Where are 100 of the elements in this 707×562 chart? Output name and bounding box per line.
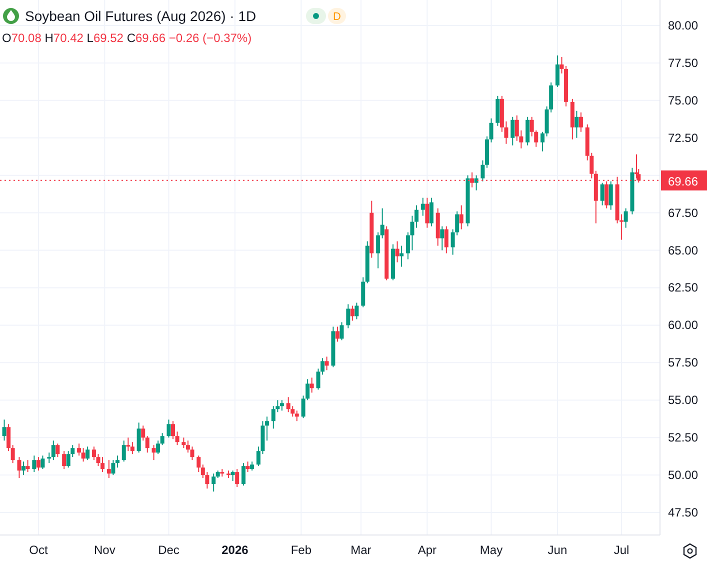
annotation: O70.08 H70.42 L69.52 C69.66 −0.26 (−0.37%) bbox=[2, 31, 252, 45]
x-tick-label: Dec bbox=[158, 543, 180, 557]
candlestick bbox=[420, 197, 425, 216]
candlestick bbox=[429, 197, 434, 227]
text: Soybean Oil Futures (Aug 2026) · 1D bbox=[25, 8, 256, 24]
candlestick bbox=[578, 112, 583, 132]
candlestick bbox=[361, 276, 366, 308]
candlestick bbox=[489, 118, 494, 143]
candlestick bbox=[156, 440, 160, 455]
candlestick bbox=[241, 462, 246, 486]
candlestick bbox=[115, 455, 120, 468]
y-tick-label: 75.00 bbox=[668, 93, 698, 108]
y-tick-label: 52.50 bbox=[668, 430, 698, 445]
candlestick bbox=[230, 470, 235, 482]
candlestick bbox=[130, 442, 134, 455]
candlestick bbox=[81, 448, 86, 462]
candlestick bbox=[17, 456, 22, 479]
candlestick bbox=[526, 116, 530, 146]
candlestick bbox=[86, 446, 90, 461]
candlestick bbox=[166, 419, 171, 438]
candlestick bbox=[624, 208, 628, 228]
candlestick bbox=[100, 456, 105, 473]
candlestick bbox=[425, 197, 430, 228]
x-tick-label: May bbox=[480, 543, 503, 557]
y-tick-label: 67.50 bbox=[668, 206, 698, 220]
x-tick-label: Nov bbox=[94, 543, 116, 557]
candlestick bbox=[6, 424, 11, 452]
candlestick bbox=[51, 440, 56, 461]
candlestick bbox=[26, 460, 30, 473]
candlestick bbox=[56, 443, 60, 458]
y-tick-label: 62.50 bbox=[668, 280, 698, 295]
candlestick bbox=[126, 437, 130, 452]
y-tick-label: 55.00 bbox=[668, 393, 698, 408]
candlestick bbox=[264, 416, 269, 442]
candlestick bbox=[574, 110, 579, 138]
candlestick bbox=[36, 456, 40, 472]
candlestick bbox=[175, 431, 180, 446]
candlestick bbox=[246, 461, 250, 473]
x-tick-label: Feb bbox=[290, 543, 312, 557]
candlestick bbox=[182, 437, 186, 449]
candlestick bbox=[2, 419, 6, 442]
candlestick bbox=[171, 420, 176, 440]
candlestick bbox=[560, 56, 564, 74]
candlestick bbox=[459, 204, 464, 230]
candlestick bbox=[376, 232, 380, 269]
candlestick bbox=[62, 450, 66, 470]
candlestick bbox=[212, 473, 216, 492]
candlestick bbox=[47, 452, 52, 464]
candlestick bbox=[310, 377, 314, 394]
candlestick bbox=[77, 443, 82, 456]
candlestick bbox=[600, 182, 604, 206]
candlestick bbox=[280, 400, 284, 412]
candlestick bbox=[350, 305, 354, 322]
candlestick bbox=[40, 455, 45, 470]
candlestick bbox=[354, 302, 359, 320]
y-tick-label: 65.00 bbox=[668, 243, 698, 258]
candlestick bbox=[32, 455, 36, 473]
candlestick bbox=[122, 440, 126, 462]
y-tick-label: 80.00 bbox=[668, 18, 698, 32]
ref-line-label: 69.66 bbox=[668, 174, 698, 188]
x-tick-label: Oct bbox=[29, 543, 48, 557]
x-tick-label: Jun bbox=[548, 543, 568, 557]
candlestick bbox=[380, 208, 384, 239]
x-tick-label: Jul bbox=[614, 543, 630, 557]
x-tick-label: Apr bbox=[418, 543, 437, 557]
candlestick bbox=[10, 444, 15, 464]
candlestick bbox=[414, 204, 419, 228]
candlestick bbox=[540, 131, 545, 152]
candlestick bbox=[346, 304, 350, 329]
y-tick-label: 60.00 bbox=[668, 318, 698, 332]
candlestick bbox=[608, 180, 613, 210]
candlestick bbox=[294, 410, 299, 422]
candlestick bbox=[92, 446, 96, 461]
x-tick-label: Mar bbox=[350, 543, 372, 557]
candlestick bbox=[496, 95, 500, 126]
candlestick bbox=[286, 396, 290, 413]
candlestick bbox=[335, 326, 340, 342]
candlestick bbox=[152, 444, 156, 461]
candlestick bbox=[106, 460, 111, 479]
y-tick-label: 57.50 bbox=[668, 356, 698, 370]
candlestick bbox=[111, 460, 116, 476]
candlestick bbox=[474, 174, 478, 191]
x-tick-label: 2026 bbox=[222, 543, 249, 557]
candlestick bbox=[444, 226, 448, 254]
candlestick bbox=[21, 461, 26, 476]
candlestick bbox=[395, 240, 400, 263]
y-tick-label: 50.00 bbox=[668, 468, 698, 482]
candlestick bbox=[136, 422, 141, 454]
candlestick bbox=[235, 468, 240, 488]
candlestick bbox=[141, 425, 146, 442]
y-tick-label: 47.50 bbox=[668, 506, 698, 520]
annotation: D bbox=[333, 11, 342, 23]
y-tick-label: 72.50 bbox=[668, 130, 698, 145]
candlestick bbox=[480, 160, 485, 182]
candlestick bbox=[324, 356, 329, 371]
candlestick bbox=[196, 455, 201, 473]
candlestick bbox=[440, 226, 444, 251]
candlestick bbox=[555, 54, 560, 88]
candlestick bbox=[160, 432, 164, 446]
candlestick bbox=[340, 322, 344, 341]
